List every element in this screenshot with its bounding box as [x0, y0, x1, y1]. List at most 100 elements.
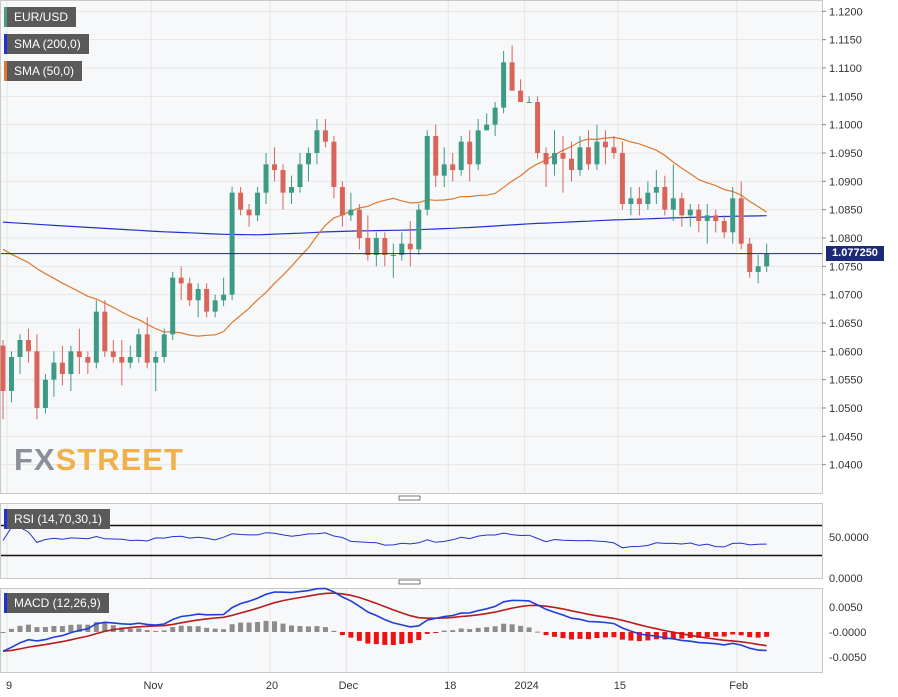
macd-histogram-bar	[195, 626, 201, 632]
candle-body	[25, 340, 31, 352]
price-y-tick-label: 1.0800	[829, 233, 863, 245]
candle	[518, 79, 524, 102]
candle	[611, 136, 617, 159]
price-y-tick-label: 1.1100	[829, 63, 862, 75]
candle	[42, 374, 48, 414]
macd-histogram-bar	[458, 628, 464, 632]
candle-body	[0, 345, 6, 391]
candle-body	[238, 192, 244, 210]
candle-body	[475, 130, 481, 165]
candle-body	[433, 136, 439, 176]
candle-body	[764, 253, 770, 267]
macd-histogram-bar	[93, 622, 99, 632]
price-y-tick-label: 1.1150	[829, 35, 862, 47]
candle	[619, 141, 625, 210]
macd-histogram-bar	[331, 630, 337, 632]
candle-body	[679, 198, 685, 216]
macd-histogram-bar	[161, 630, 167, 632]
fxstreet-logo: FXSTREET	[14, 442, 184, 478]
legend-macd: MACD (12,26,9)	[4, 593, 109, 613]
candle	[390, 243, 396, 278]
price-y-tick-label: 1.0950	[829, 148, 863, 160]
legend-eurusd-label: EUR/USD	[14, 10, 69, 24]
candle	[552, 130, 558, 176]
macd-histogram-bar	[136, 628, 142, 632]
rsi-resize-handle	[398, 495, 421, 501]
candle-body	[119, 357, 125, 363]
candle-body	[59, 362, 65, 374]
candle	[373, 232, 379, 267]
candle-body	[339, 187, 345, 216]
price-y-tick-label: 1.0600	[829, 346, 863, 358]
candle	[263, 153, 269, 204]
candle	[484, 113, 490, 131]
candle	[238, 187, 244, 216]
candle	[467, 130, 473, 182]
candle-body	[450, 164, 456, 170]
macd-histogram-bar	[509, 624, 515, 632]
candle-body	[212, 300, 218, 312]
macd-line	[2, 587, 767, 652]
macd-histogram-bar	[255, 622, 261, 632]
candle	[280, 164, 286, 210]
macd-histogram-bar	[594, 632, 600, 639]
macd-histogram-bar	[263, 620, 269, 632]
candle-body	[195, 289, 201, 301]
macd-histogram-bar	[8, 628, 14, 632]
candle-body	[390, 255, 396, 256]
legend-eurusd-swatch	[4, 7, 7, 27]
macd-histogram-bar	[204, 627, 210, 632]
candle-body	[356, 209, 362, 238]
candle	[679, 192, 685, 227]
candle-body	[51, 362, 57, 380]
candle	[475, 119, 481, 170]
candle	[382, 232, 388, 267]
candle-body	[535, 102, 541, 153]
macd-histogram-bar	[390, 632, 396, 646]
macd-histogram-bar	[585, 632, 591, 640]
candle-body	[297, 164, 303, 187]
price-y-tick-label: 1.0500	[829, 403, 863, 415]
candle-body	[636, 198, 642, 204]
candle-body	[484, 124, 490, 131]
last-price-tag: 1.077250	[826, 246, 884, 262]
macd-histogram-bar	[119, 627, 125, 632]
candle	[348, 192, 354, 221]
candle	[509, 45, 515, 91]
macd-histogram-bar	[738, 632, 744, 636]
candle-body	[85, 357, 91, 363]
candle	[339, 181, 345, 227]
macd-histogram-bar	[170, 627, 176, 632]
rsi-panel-frame	[0, 503, 823, 579]
macd-signal-line	[2, 592, 767, 652]
price-y-tick-label: 1.0850	[829, 205, 863, 217]
sma50-line	[2, 136, 767, 337]
candle-body	[365, 238, 371, 255]
legend-rsi-label: RSI (14,70,30,1)	[14, 512, 103, 526]
candle-body	[288, 187, 294, 193]
candle-body	[526, 102, 532, 103]
candle	[119, 340, 125, 386]
candle-body	[458, 141, 464, 170]
macd-histogram-bar	[229, 624, 235, 632]
macd-histogram-bar	[424, 632, 430, 634]
candle	[297, 153, 303, 193]
macd-histogram-bar	[645, 632, 651, 641]
candle-body	[713, 215, 719, 221]
legend-macd-label: MACD (12,26,9)	[14, 596, 101, 610]
candle	[110, 340, 116, 363]
candle	[322, 119, 328, 148]
candle-body	[255, 192, 261, 216]
macd-histogram-bar	[221, 629, 227, 632]
candle	[288, 175, 294, 204]
macd-histogram-bar	[280, 623, 286, 632]
price-y-tick-label: 1.0700	[829, 290, 863, 302]
candle-body	[492, 107, 498, 125]
candle-body	[721, 221, 727, 233]
candle-body	[577, 147, 583, 170]
candle	[662, 175, 668, 216]
macd-histogram-bar	[602, 632, 608, 638]
candle	[305, 147, 311, 182]
candle-body	[662, 187, 668, 210]
macd-histogram-bar	[153, 630, 159, 632]
